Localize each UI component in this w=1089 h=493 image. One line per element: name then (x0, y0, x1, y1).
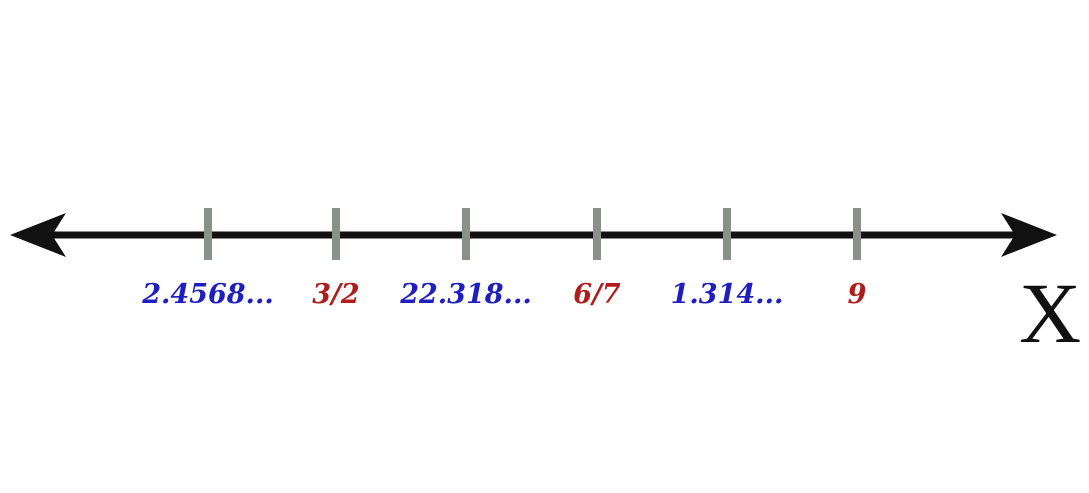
right-arrowhead (1001, 213, 1057, 257)
tick-label: 1.314... (671, 279, 784, 310)
tick-label: 9 (848, 279, 867, 310)
tick-label: 2.4568... (141, 279, 274, 310)
tick-label: 22.318... (399, 279, 532, 310)
axis-name-label: X (1019, 265, 1081, 361)
tick-label: 3/2 (312, 279, 359, 310)
left-arrowhead (10, 213, 66, 257)
tick-label: 6/7 (573, 279, 621, 310)
tick-labels-group: 2.4568... 3/2 22.318... 6/7 1.314... 9 (141, 279, 866, 310)
ticks-group (204, 208, 861, 260)
